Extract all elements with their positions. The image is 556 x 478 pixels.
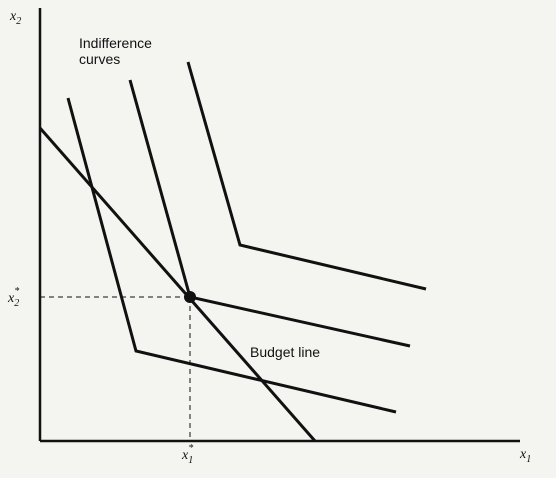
y-axis-label: x2 [9, 9, 21, 27]
indifference-curve-2 [128, 79, 411, 348]
indifference-curves-label-line2: curves [79, 51, 120, 67]
x2-star-label: x* 2 [7, 286, 19, 309]
x1-star-label: x* 1 [181, 443, 193, 466]
budget-line [38, 127, 317, 442]
indifference-curves-label-line1: Indifference [79, 35, 152, 51]
budget-line-label: Budget line [250, 344, 320, 360]
x-axis-label: x1 [519, 447, 531, 465]
indifference-curve-3 [186, 61, 427, 291]
optimum-point [184, 291, 196, 303]
indifference-curve-1 [66, 97, 397, 414]
